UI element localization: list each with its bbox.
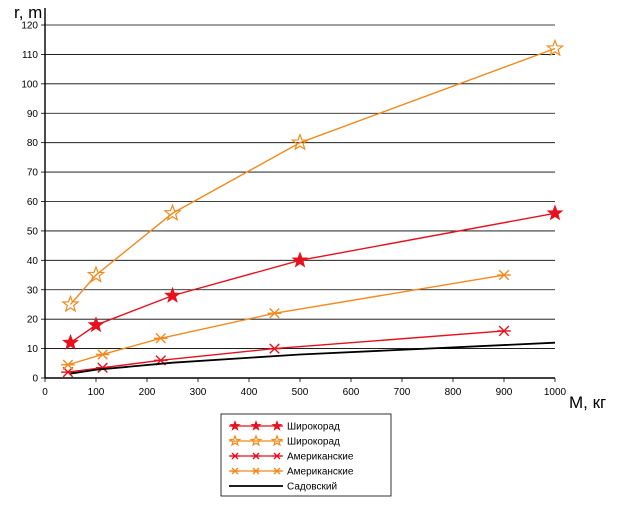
- marker-stroke: [97, 362, 108, 373]
- y-axis-label: r, m: [14, 3, 42, 22]
- data-point: [290, 132, 310, 151]
- data-point: [497, 269, 511, 281]
- grid: [45, 24, 555, 349]
- y-tick-label: 0: [32, 374, 38, 385]
- data-point: [270, 434, 284, 447]
- marker-stroke: [498, 269, 510, 281]
- legend-item: Американские: [229, 452, 354, 463]
- x-tick-label: 300: [190, 387, 207, 398]
- y-tick-label: 60: [27, 197, 39, 208]
- legend-label: Американские: [287, 467, 354, 478]
- marker-stroke: [155, 333, 167, 344]
- x-tick-label: 100: [88, 387, 105, 398]
- y-tick-label: 90: [27, 109, 39, 120]
- series-3: [61, 269, 511, 371]
- x-tick-label: 800: [445, 387, 462, 398]
- data-point: [497, 325, 511, 337]
- y-tick-label: 50: [27, 226, 39, 237]
- series-2: [61, 325, 511, 378]
- legend-label: Садовский: [287, 482, 337, 493]
- data-point: [230, 452, 240, 460]
- data-point: [61, 359, 75, 371]
- data-point: [87, 316, 105, 333]
- legend-label: Широкорад: [287, 437, 340, 448]
- y-tick-label: 70: [27, 168, 39, 179]
- x-tick-label: 600: [343, 387, 360, 398]
- y-tick-label: 20: [27, 315, 39, 326]
- data-point: [229, 420, 241, 431]
- y-tick-label: 110: [22, 50, 38, 61]
- data-point: [251, 452, 261, 460]
- marker-stroke: [269, 343, 280, 354]
- legend-box: [220, 413, 392, 497]
- data-point: [291, 251, 309, 268]
- data-point: [61, 294, 80, 313]
- data-point: [251, 467, 261, 475]
- series-line: [69, 47, 556, 305]
- legend-item: Широкорад: [228, 434, 340, 448]
- marker-stroke: [273, 467, 281, 475]
- y-tick-label: 10: [27, 344, 39, 355]
- data-point: [545, 38, 565, 57]
- data-point: [230, 467, 240, 475]
- legend-item: Садовский: [229, 482, 337, 493]
- data-point: [250, 420, 262, 431]
- data-point: [164, 286, 181, 303]
- x-axis-label: M, кг: [569, 393, 606, 412]
- marker-stroke: [273, 452, 281, 460]
- marker-stroke: [231, 467, 239, 475]
- tick-labels: 0 10 20 30 40 50 60 70 80 90 100 110 120 0 100 200 300 40…: [21, 21, 566, 399]
- marker-stroke: [269, 308, 280, 319]
- marker-stroke: [231, 452, 239, 460]
- y-tick-label: 120: [21, 21, 38, 32]
- series-layer: [61, 38, 565, 378]
- data-point: [95, 349, 110, 360]
- data-point: [95, 362, 110, 373]
- marker-stroke: [62, 366, 74, 378]
- data-point: [61, 366, 75, 378]
- data-point: [163, 203, 182, 222]
- series-line: [70, 341, 556, 375]
- data-point: [62, 333, 79, 350]
- data-point: [546, 204, 564, 221]
- series-1: [61, 38, 565, 313]
- legend-item: Широкорад: [229, 420, 340, 433]
- data-point: [272, 452, 282, 460]
- data-point: [228, 434, 242, 447]
- data-point: [267, 343, 282, 354]
- marker-stroke: [498, 325, 510, 337]
- series-0: [62, 204, 564, 350]
- marker-stroke: [62, 359, 74, 371]
- legend-label: Американские: [287, 452, 354, 463]
- x-tick-label: 400: [241, 387, 258, 398]
- x-tick-label: 900: [496, 387, 513, 398]
- legend-item: Американские: [229, 467, 354, 478]
- x-tick-label: 1000: [544, 387, 567, 398]
- marker-stroke: [252, 467, 260, 475]
- data-point: [272, 467, 282, 475]
- y-tick-label: 80: [27, 138, 39, 149]
- series-line: [67, 274, 505, 366]
- x-tick-label: 200: [139, 387, 156, 398]
- data-point: [86, 265, 106, 283]
- marker-stroke: [97, 349, 108, 360]
- data-point: [271, 420, 283, 431]
- series-4: [70, 341, 556, 375]
- x-tick-label: 0: [42, 387, 48, 398]
- data-point: [249, 434, 263, 447]
- x-tick-label: 500: [292, 387, 309, 398]
- y-tick-label: 30: [27, 285, 39, 296]
- legend-label: Широкорад: [287, 422, 340, 433]
- marker-stroke: [252, 452, 260, 460]
- x-tick-label: 700: [394, 387, 411, 398]
- axes: [41, 8, 556, 382]
- data-point: [267, 308, 282, 319]
- legend: Широкорад Широкорад Американские Американск…: [220, 413, 392, 497]
- y-tick-label: 40: [27, 256, 39, 267]
- data-point: [153, 333, 168, 344]
- y-tick-label: 100: [21, 79, 38, 90]
